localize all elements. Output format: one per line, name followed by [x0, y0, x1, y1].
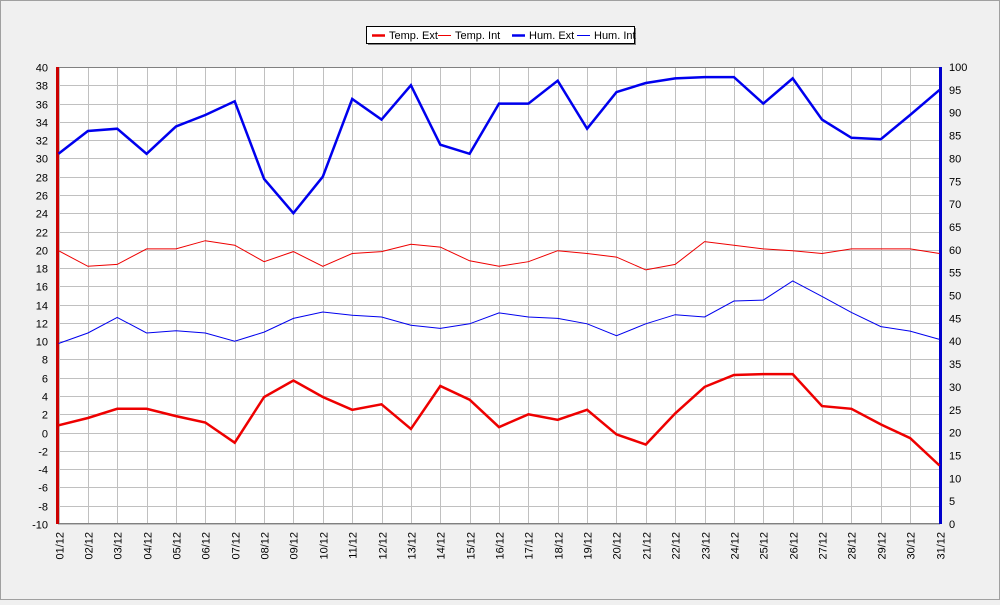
y-left-tick-label: 10 — [36, 337, 48, 349]
y-left-tick-label: 18 — [36, 264, 48, 276]
x-tick-label: 23/12 — [701, 532, 713, 560]
x-tick-label: 16/12 — [495, 532, 507, 560]
x-tick-label: 18/12 — [554, 532, 566, 560]
x-tick-label: 17/12 — [524, 532, 536, 560]
y-right-tick-label: 100 — [949, 62, 967, 74]
left-axis-line — [56, 67, 59, 524]
x-tick-label: 31/12 — [936, 532, 948, 560]
y-left-tick-label: 32 — [36, 136, 48, 148]
y-right-tick-label: 30 — [949, 382, 961, 394]
x-tick-label: 01/12 — [55, 532, 67, 560]
y-right-tick-label: 55 — [949, 268, 961, 280]
y-right-tick-label: 85 — [949, 131, 961, 143]
y-left-tick-label: 28 — [36, 173, 48, 185]
x-tick-label: 22/12 — [671, 532, 683, 560]
y-right-tick-label: 0 — [949, 519, 955, 531]
x-tick-label: 08/12 — [260, 532, 272, 560]
x-tick-label: 25/12 — [759, 532, 771, 560]
y-left-tick-label: 16 — [36, 282, 48, 294]
x-tick-label: 05/12 — [172, 532, 184, 560]
legend-label: Temp. Ext — [389, 30, 438, 42]
x-tick-label: 19/12 — [583, 532, 595, 560]
y-left-tick-label: -8 — [38, 502, 48, 514]
y-right-tick-label: 45 — [949, 313, 961, 325]
y-left-tick-label: 20 — [36, 246, 48, 258]
y-right-tick-label: 50 — [949, 291, 961, 303]
y-left-tick-label: 24 — [36, 209, 48, 221]
y-left-tick-label: 30 — [36, 154, 48, 166]
y-left-tick-label: -10 — [32, 520, 48, 532]
x-tick-label: 24/12 — [730, 532, 742, 560]
y-left-tick-label: 34 — [36, 118, 48, 130]
y-left-tick-label: 38 — [36, 81, 48, 93]
x-tick-label: 15/12 — [466, 532, 478, 560]
y-left-tick-label: 4 — [42, 392, 48, 404]
y-right-tick-label: 20 — [949, 428, 961, 440]
y-right-tick-label: 10 — [949, 473, 961, 485]
y-left-tick-label: -2 — [38, 447, 48, 459]
x-tick-label: 11/12 — [348, 532, 360, 559]
right-axis-line — [939, 67, 942, 524]
y-left-tick-label: 36 — [36, 100, 48, 112]
x-tick-label: 10/12 — [319, 532, 331, 560]
x-tick-label: 21/12 — [642, 532, 654, 560]
x-tick-label: 03/12 — [113, 532, 125, 560]
y-left-tick-label: 22 — [36, 228, 48, 240]
y-right-tick-label: 65 — [949, 222, 961, 234]
y-left-tick-label: -4 — [38, 465, 48, 477]
x-tick-label: 20/12 — [612, 532, 624, 560]
y-left-tick-label: 0 — [42, 429, 48, 441]
y-right-tick-label: 25 — [949, 405, 961, 417]
legend-label: Hum. Int — [594, 30, 636, 42]
x-tick-label: 04/12 — [143, 532, 155, 560]
y-left-tick-label: 6 — [42, 374, 48, 386]
x-tick-label: 30/12 — [906, 532, 918, 560]
y-left-tick-label: 26 — [36, 191, 48, 203]
y-right-tick-label: 60 — [949, 245, 961, 257]
x-tick-label: 29/12 — [877, 532, 889, 560]
x-tick-label: 13/12 — [407, 532, 419, 560]
y-left-tick-label: 14 — [36, 301, 48, 313]
y-left-tick-label: -6 — [38, 483, 48, 495]
x-tick-label: 07/12 — [231, 532, 243, 560]
legend: Temp. Ext Temp. Int Hum. Ext Hum. Int — [367, 27, 637, 46]
y-right-tick-label: 80 — [949, 153, 961, 165]
y-right-tick-label: 5 — [949, 496, 955, 508]
y-right-tick-label: 15 — [949, 450, 961, 462]
x-tick-label: 09/12 — [289, 532, 301, 560]
y-left-tick-label: 8 — [42, 355, 48, 367]
x-tick-label: 26/12 — [789, 532, 801, 560]
y-right-tick-label: 35 — [949, 359, 961, 371]
x-tick-label: 12/12 — [378, 532, 390, 560]
legend-label: Hum. Ext — [529, 30, 574, 42]
y-left-tick-label: 12 — [36, 319, 48, 331]
x-tick-label: 28/12 — [847, 532, 859, 560]
x-tick-label: 27/12 — [818, 532, 830, 560]
x-tick-label: 14/12 — [436, 532, 448, 560]
y-left-tick-label: 40 — [36, 63, 48, 75]
y-right-tick-label: 40 — [949, 336, 961, 348]
y-left-tick-label: 2 — [42, 410, 48, 422]
y-right-tick-label: 75 — [949, 176, 961, 188]
x-tick-label: 06/12 — [201, 532, 213, 560]
y-right-tick-label: 90 — [949, 108, 961, 120]
plot-layer: -10-8-6-4-202468101214161820222426283032… — [32, 62, 967, 560]
legend-label: Temp. Int — [455, 30, 500, 42]
y-right-tick-label: 70 — [949, 199, 961, 211]
x-tick-label: 02/12 — [84, 532, 96, 560]
y-right-tick-label: 95 — [949, 85, 961, 97]
